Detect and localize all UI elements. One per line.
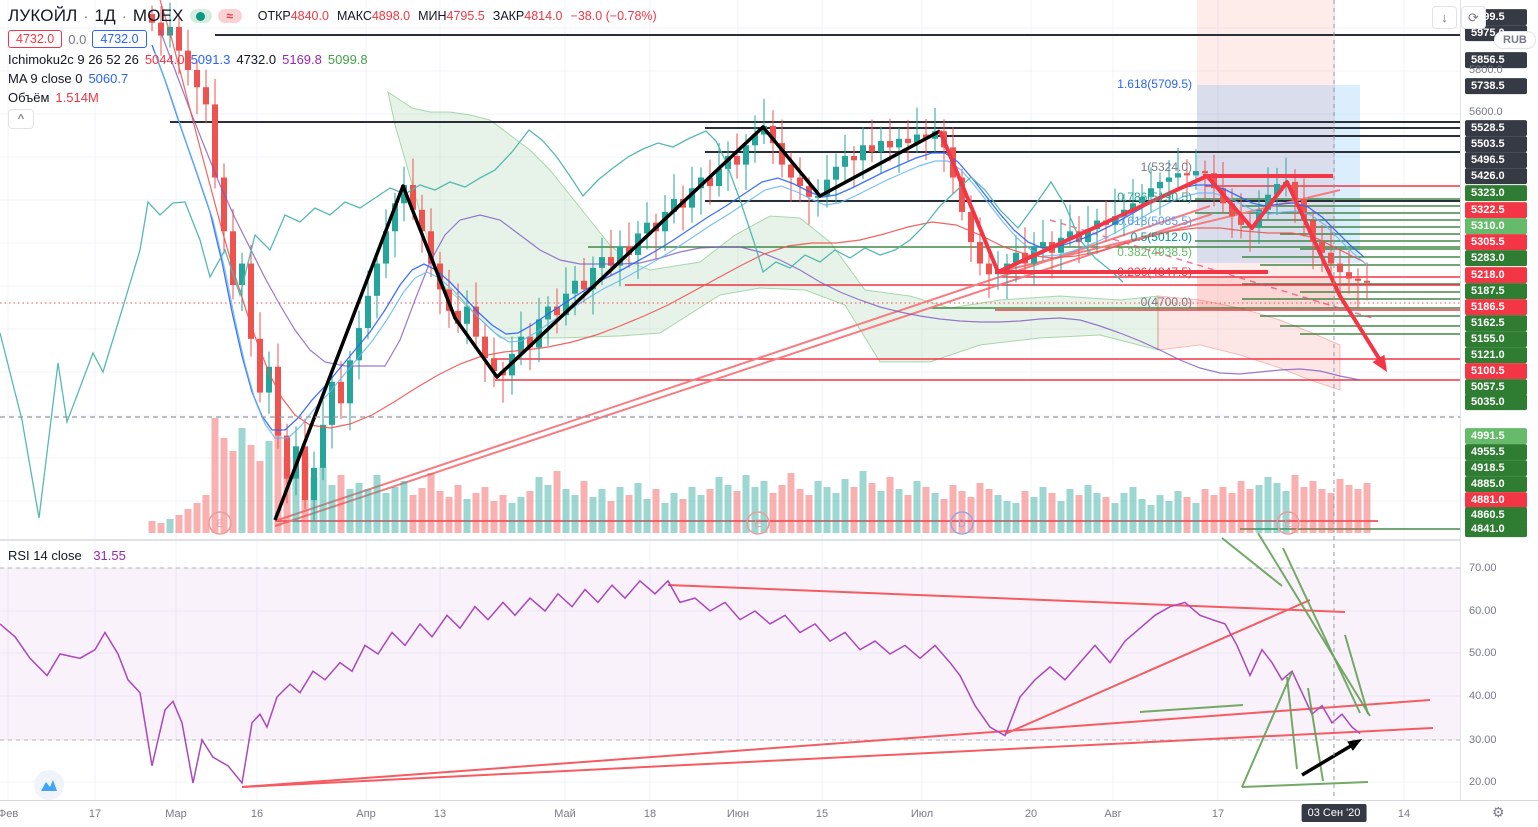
price-level-label[interactable]: 5057.5	[1465, 379, 1527, 395]
volume-legend[interactable]: Объём 1.514M	[8, 90, 99, 105]
separator: ·	[121, 7, 127, 25]
price-level-label[interactable]: 5496.5	[1465, 152, 1527, 168]
price-level-label[interactable]: 4860.5	[1465, 507, 1527, 523]
price-level-label[interactable]: 5305.5	[1465, 234, 1527, 250]
price-level-label[interactable]: 4841.0	[1465, 521, 1527, 537]
rsi-axis-tick: 60.00	[1469, 605, 1497, 617]
separator: ·	[83, 7, 89, 25]
time-axis-label: 15	[815, 808, 829, 820]
price-level-label[interactable]: 4918.5	[1465, 460, 1527, 476]
time-axis-label: 17	[88, 808, 102, 820]
price-level-label[interactable]: 5738.5	[1465, 78, 1527, 94]
time-axis-label: Мар	[165, 808, 187, 820]
symbol-title[interactable]: ЛУКОЙЛ	[8, 6, 78, 25]
price-level-label[interactable]: 5121.0	[1465, 347, 1527, 363]
price-level-label[interactable]: 5283.0	[1465, 250, 1527, 266]
price-level-label[interactable]: 5187.5	[1465, 283, 1527, 299]
currency-toggle[interactable]: RUB	[1494, 31, 1536, 49]
time-axis-label: Авг	[1104, 808, 1122, 820]
time-axis-label: 18	[643, 808, 657, 820]
delayed-data-icon[interactable]: ≈	[217, 9, 242, 23]
time-axis[interactable]: Фев 17 Мар 16 Апр 13 Май 18 Июн 15 Июл 20 Авг 17 14 03…	[0, 800, 1538, 827]
rsi-axis-tick: 20.00	[1469, 776, 1497, 788]
time-axis-label: 14	[1397, 808, 1411, 820]
svg-text:E: E	[1284, 518, 1291, 530]
exchange-label: MOEX	[132, 6, 184, 25]
time-axis-label: 16	[250, 808, 264, 820]
price-level-label[interactable]: 5035.0	[1465, 394, 1527, 410]
svg-text:E: E	[216, 518, 223, 530]
price-level-label[interactable]: 4881.0	[1465, 492, 1527, 508]
open-value: 4840.0	[290, 9, 329, 23]
time-axis-label: Июл	[910, 808, 934, 820]
fib-level-label: 0(4700.0)	[1140, 295, 1192, 309]
close-value: 4814.0	[524, 9, 563, 23]
price-level-label[interactable]: 5155.0	[1465, 331, 1527, 347]
price-level-label[interactable]: 5323.0	[1465, 185, 1527, 201]
time-axis-label: Май	[554, 808, 576, 820]
scroll-to-latest-button[interactable]: ↓	[1432, 6, 1457, 29]
fib-level-label: 1.618(5709.5)	[1117, 77, 1192, 91]
pane-logo-icon[interactable]	[34, 770, 64, 800]
fib-level-label: 0.382(4938.5)	[1117, 245, 1192, 259]
time-axis-label: 13	[433, 808, 447, 820]
price-level-label[interactable]: 4955.5	[1465, 444, 1527, 460]
rsi-legend[interactable]: RSI 14 close 31.55	[8, 548, 126, 563]
axis-settings-gear-icon[interactable]: ⚙	[1492, 804, 1505, 820]
spread-value: 0.0	[68, 31, 87, 47]
time-axis-label: 17	[1211, 808, 1225, 820]
fib-level-label: 0.5(5012.0)	[1130, 230, 1192, 244]
chart-legend: ЛУКОЙЛ · 1Д · MOEX ≈ ОТКР4840.0 МАКС4898…	[8, 6, 657, 133]
price-level-label[interactable]: 5856.5	[1465, 52, 1527, 68]
rsi-axis-tick: 40.00	[1469, 690, 1497, 702]
price-axis-tick: 5600.0	[1469, 106, 1503, 118]
time-axis-label: 20	[1024, 808, 1038, 820]
time-axis-label: Июн	[726, 808, 750, 820]
fib-level-label: 1(5324.0)	[1140, 160, 1192, 174]
ichimoku-legend[interactable]: Ichimoku2c 9 26 52 26 5044.0 5091.3 4732…	[8, 52, 368, 67]
price-level-label[interactable]: 5218.0	[1465, 267, 1527, 283]
low-value: 4795.5	[446, 9, 485, 23]
svg-text:D: D	[958, 518, 966, 530]
price-axis-tick: 5800.0	[1469, 64, 1503, 76]
rsi-axis-tick: 70.00	[1469, 562, 1497, 574]
high-value: 4898.0	[371, 9, 411, 23]
price-level-label[interactable]: 5322.5	[1465, 202, 1527, 218]
rsi-axis-tick: 30.00	[1469, 734, 1497, 746]
svg-text:E: E	[754, 518, 761, 530]
market-status-icon[interactable]	[189, 9, 212, 23]
price-level-label[interactable]: 4991.5	[1465, 428, 1527, 444]
price-level-label[interactable]: 5310.0	[1465, 218, 1527, 234]
price-level-label[interactable]: 5426.0	[1465, 168, 1527, 184]
change-value: −38.0 (−0.78%)	[570, 9, 657, 23]
price-level-label[interactable]: 4885.0	[1465, 476, 1527, 492]
price-level-label[interactable]: 5528.5	[1465, 120, 1527, 136]
fib-level-label: 0.236(4847.5)	[1117, 265, 1192, 279]
collapse-legend-button[interactable]: ^	[8, 109, 34, 129]
sell-price-box[interactable]: 4732.0	[8, 30, 63, 48]
fib-level-label: 0.786(5190.5)	[1117, 190, 1192, 204]
buy-price-box[interactable]: 4732.0	[92, 30, 147, 48]
price-level-label[interactable]: 5186.5	[1465, 299, 1527, 315]
reset-chart-button[interactable]: ⟳	[1461, 6, 1486, 29]
ma-legend[interactable]: MA 9 close 0 5060.7	[8, 71, 129, 86]
rsi-axis-tick: 50.00	[1469, 647, 1497, 659]
crosshair-date-badge: 03 Сен '20	[1301, 804, 1367, 822]
price-level-label[interactable]: 5503.5	[1465, 136, 1527, 152]
ohlc-row: ОТКР4840.0 МАКС4898.0 МИН4795.5 ЗАКР4814…	[257, 9, 657, 23]
price-level-label[interactable]: 5162.5	[1465, 315, 1527, 331]
price-axis[interactable]: 5999.5 5975.0 5856.5 5738.5 5528.5 5503.5 5496…	[1460, 0, 1538, 800]
time-axis-label: Апр	[356, 808, 376, 820]
timeframe-label[interactable]: 1Д	[94, 6, 116, 25]
price-level-label[interactable]: 5100.5	[1465, 363, 1527, 379]
time-axis-label: Фев	[0, 808, 19, 820]
fib-level-label: 0.618(5085.5)	[1117, 214, 1192, 228]
